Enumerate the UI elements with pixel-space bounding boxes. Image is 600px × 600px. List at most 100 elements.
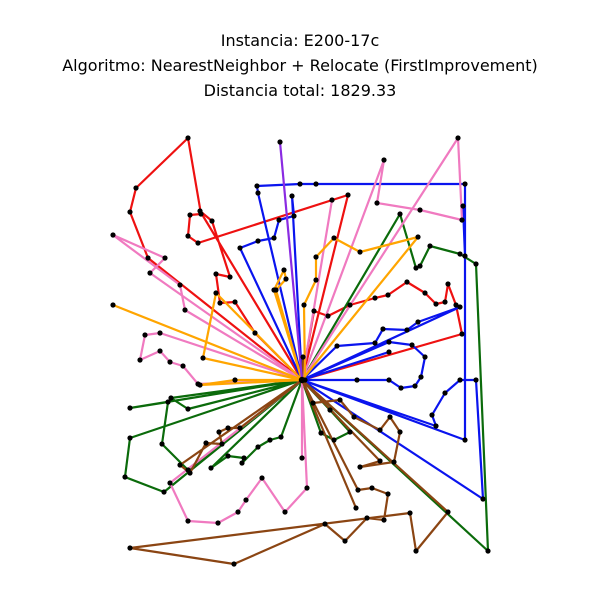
route-2-line xyxy=(238,182,485,501)
customer-node xyxy=(429,412,435,418)
customer-node xyxy=(404,279,410,285)
customer-node xyxy=(217,300,223,306)
customer-node xyxy=(137,357,143,363)
customer-node xyxy=(381,517,387,523)
customer-node xyxy=(337,397,343,403)
customer-node xyxy=(357,249,363,255)
customer-node xyxy=(267,437,273,443)
customer-node xyxy=(127,209,133,215)
customer-node xyxy=(235,509,241,515)
customer-node xyxy=(216,429,222,435)
customer-node xyxy=(386,349,392,355)
customer-node xyxy=(381,157,387,163)
customer-node xyxy=(197,382,203,388)
customer-node xyxy=(354,377,360,383)
customer-node xyxy=(357,464,363,470)
customer-node xyxy=(415,234,421,240)
customer-node xyxy=(227,274,233,280)
customer-node xyxy=(377,427,383,433)
customer-node xyxy=(311,308,317,314)
customer-node xyxy=(347,429,353,435)
customer-node xyxy=(473,261,479,267)
customer-node xyxy=(433,423,439,429)
customer-node xyxy=(127,405,133,411)
customer-node xyxy=(232,377,238,383)
customer-node xyxy=(404,327,410,333)
customer-node xyxy=(159,441,165,447)
customer-node xyxy=(398,385,404,391)
customer-node xyxy=(457,251,463,257)
customer-node xyxy=(413,265,419,271)
customer-node xyxy=(219,441,225,447)
customer-node xyxy=(255,190,261,196)
customer-node xyxy=(213,290,219,296)
customer-node xyxy=(225,453,231,459)
customer-node xyxy=(252,330,258,336)
customer-node xyxy=(237,245,243,251)
customer-node xyxy=(282,509,288,515)
customer-node xyxy=(459,331,465,337)
customer-node xyxy=(254,183,260,189)
customer-node xyxy=(209,218,215,224)
customer-node xyxy=(407,510,413,516)
customer-node xyxy=(310,400,316,406)
customer-node xyxy=(232,299,238,305)
customer-node xyxy=(391,459,397,465)
customer-node xyxy=(291,213,297,219)
customer-node xyxy=(455,135,461,141)
customer-node xyxy=(485,548,491,554)
customer-node xyxy=(301,302,307,308)
customer-node xyxy=(457,304,463,310)
customer-node xyxy=(241,455,247,461)
customer-node xyxy=(387,414,393,420)
customer-node xyxy=(386,339,392,345)
customer-node xyxy=(127,545,133,551)
customer-node xyxy=(422,354,428,360)
customer-node xyxy=(413,548,419,554)
customer-node xyxy=(304,485,310,491)
customer-node xyxy=(177,462,183,468)
customer-node xyxy=(417,207,423,213)
customer-node xyxy=(182,307,188,313)
customer-node xyxy=(342,538,348,544)
customer-node xyxy=(195,240,201,246)
customer-node xyxy=(369,485,375,491)
customer-node xyxy=(271,235,277,241)
customer-node xyxy=(417,263,423,269)
customer-node xyxy=(445,281,451,287)
chart-title: Instancia: E200-17c Algoritmo: NearestNe… xyxy=(0,28,600,103)
route-3-line xyxy=(123,212,490,553)
customer-node xyxy=(185,406,191,412)
customer-node xyxy=(457,377,463,383)
customer-node xyxy=(374,200,380,206)
customer-node xyxy=(460,203,466,209)
customer-node xyxy=(122,474,128,480)
customer-node xyxy=(409,342,415,348)
customer-node xyxy=(277,139,283,145)
customer-node xyxy=(386,377,392,383)
customer-node xyxy=(433,301,439,307)
title-algorithm: Algoritmo: NearestNeighbor + Relocate (F… xyxy=(62,56,538,75)
customer-node xyxy=(213,271,219,277)
customer-node xyxy=(167,480,173,486)
customer-node xyxy=(353,505,359,511)
customer-node xyxy=(271,287,277,293)
customer-node xyxy=(259,475,265,481)
customer-node xyxy=(325,313,331,319)
customer-node xyxy=(243,497,249,503)
customer-node xyxy=(127,435,133,441)
customer-node xyxy=(473,377,479,383)
customer-node xyxy=(427,243,433,249)
customer-node xyxy=(283,276,289,282)
customer-node xyxy=(255,238,261,244)
customer-node xyxy=(297,181,303,187)
customer-node xyxy=(331,437,337,443)
customer-node xyxy=(300,354,306,360)
customer-node xyxy=(133,185,139,191)
customer-node xyxy=(397,429,403,435)
customer-node xyxy=(462,437,468,443)
route-7-line xyxy=(278,140,304,382)
customer-node xyxy=(345,192,351,198)
customer-node xyxy=(200,355,206,361)
route-4-line xyxy=(111,136,464,525)
